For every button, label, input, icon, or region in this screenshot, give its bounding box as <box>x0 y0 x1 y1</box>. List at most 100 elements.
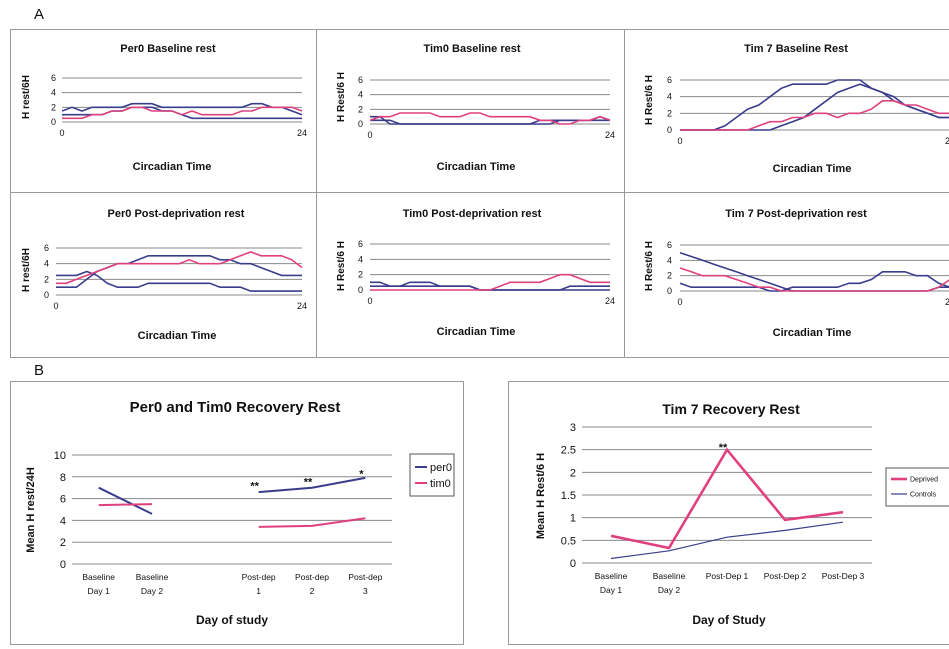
y-axis-label: H Rest/6 H <box>644 241 655 291</box>
x-tick-label: Baseline <box>653 571 686 581</box>
y-tick-label: 6 <box>667 240 672 250</box>
series-line <box>98 503 153 507</box>
y-tick-label: 4 <box>60 515 66 527</box>
legend: Deprived Controls <box>885 467 949 507</box>
x-tick-label: 24 <box>945 297 949 307</box>
x-tick-label: 3 <box>363 586 368 596</box>
chart-panel-per0-tim0-recovery <box>10 381 464 645</box>
x-tick-label: 0 <box>677 297 682 307</box>
series-line <box>369 112 611 125</box>
x-axis-label: Circadian Time <box>773 327 852 339</box>
y-tick-label: 0 <box>570 558 576 570</box>
y-tick-label: 8 <box>60 472 66 484</box>
chart-7: 0 2 4 6 8 10 Baseline Day 1 Baseline Day 2 Post-de… <box>25 399 455 627</box>
y-tick-label: 4 <box>667 92 672 102</box>
legend-label: Deprived <box>910 476 938 483</box>
series-line <box>370 273 610 291</box>
y-tick-label: 2 <box>358 270 363 280</box>
y-tick-label: 0 <box>358 285 363 295</box>
series-line <box>62 106 302 120</box>
x-tick-label: 0 <box>677 136 682 146</box>
x-axis-label: Day of study <box>196 613 268 627</box>
x-axis-label: Circadian Time <box>437 161 516 173</box>
y-tick-label: 4 <box>358 90 363 100</box>
y-axis-label: H rest/6H <box>21 75 32 119</box>
series-line <box>370 119 610 125</box>
y-tick-label: 1 <box>570 513 576 525</box>
series-line <box>679 270 949 292</box>
x-tick-label: Day 1 <box>600 585 622 595</box>
y-tick-label: 0.5 <box>561 535 576 547</box>
chart-title: Tim 7 Recovery Rest <box>662 401 800 417</box>
x-axis-label: Circadian Time <box>138 330 217 342</box>
series-line <box>258 476 366 494</box>
y-tick-label: 0 <box>667 125 672 135</box>
x-tick-label: 24 <box>605 130 615 140</box>
x-axis-label: Day of Study <box>692 613 766 627</box>
legend-label: Controls <box>910 491 937 498</box>
y-tick-label: 2 <box>667 271 672 281</box>
chart-title: Per0 and Tim0 Recovery Rest <box>130 399 341 416</box>
x-tick-label: 0 <box>59 128 64 138</box>
x-tick-label: 0 <box>53 301 58 311</box>
y-axis-label: H Rest/6 H <box>336 241 347 291</box>
series-line <box>679 251 949 292</box>
y-tick-label: 3 <box>570 422 576 434</box>
x-axis-label: Circadian Time <box>773 163 852 175</box>
legend-box <box>885 467 949 507</box>
x-tick-label: Baseline <box>136 572 169 582</box>
y-axis-label: H Rest/6 H <box>644 75 655 125</box>
y-tick-label: 2.5 <box>561 445 576 457</box>
x-tick-label: Post-dep <box>348 572 382 582</box>
x-tick-label: Post-Dep 2 <box>764 571 807 581</box>
x-tick-label: Post-dep <box>242 572 276 582</box>
series-line <box>98 486 153 515</box>
significance-annotation: ** <box>304 476 313 488</box>
y-tick-label: 2 <box>44 274 49 284</box>
legend-label: per0 <box>430 462 452 474</box>
x-axis-label: Circadian Time <box>437 326 516 338</box>
chart-title: Per0 Baseline rest <box>120 43 216 55</box>
y-tick-label: 0 <box>44 290 49 300</box>
x-tick-label: Baseline <box>82 572 115 582</box>
x-tick-label: 24 <box>297 128 307 138</box>
chart-title: Tim0 Post-deprivation rest <box>403 208 542 220</box>
y-tick-label: 6 <box>358 239 363 249</box>
significance-annotation: ** <box>719 442 728 454</box>
x-axis-label: Circadian Time <box>133 161 212 173</box>
x-tick-label: Day 1 <box>88 586 110 596</box>
x-tick-label: 0 <box>367 296 372 306</box>
chart-panel-tim7-postdep <box>624 192 949 358</box>
chart-8: 0 0.5 1 1.5 2 2.5 3 Baseline Day 1 Baseline Day 2 P… <box>535 401 949 627</box>
x-tick-label: Post-Dep 3 <box>822 571 865 581</box>
y-tick-label: 0 <box>667 286 672 296</box>
x-tick-label: 24 <box>297 301 307 311</box>
series-line <box>679 267 949 292</box>
y-axis-label: H rest/6H <box>21 248 32 292</box>
y-tick-label: 2 <box>51 102 56 112</box>
panel-label-a: A <box>34 6 45 23</box>
y-tick-label: 6 <box>60 494 66 506</box>
legend: per0 tim0 <box>409 453 455 497</box>
y-tick-label: 6 <box>51 73 56 83</box>
y-axis-label: Mean H Rest/6 H <box>535 453 547 539</box>
series-line <box>56 270 302 292</box>
y-tick-label: 2 <box>570 467 576 479</box>
y-tick-label: 2 <box>358 104 363 114</box>
series-line <box>680 83 949 131</box>
y-tick-label: 2 <box>60 537 66 549</box>
chart-title: Tim 7 Baseline Rest <box>744 43 848 55</box>
x-tick-label: Day 2 <box>658 585 680 595</box>
series-line <box>62 106 303 120</box>
x-tick-label: 24 <box>945 136 949 146</box>
y-tick-label: 4 <box>51 88 56 98</box>
chart-title: Tim0 Baseline rest <box>423 43 520 55</box>
y-tick-label: 0 <box>51 117 56 127</box>
